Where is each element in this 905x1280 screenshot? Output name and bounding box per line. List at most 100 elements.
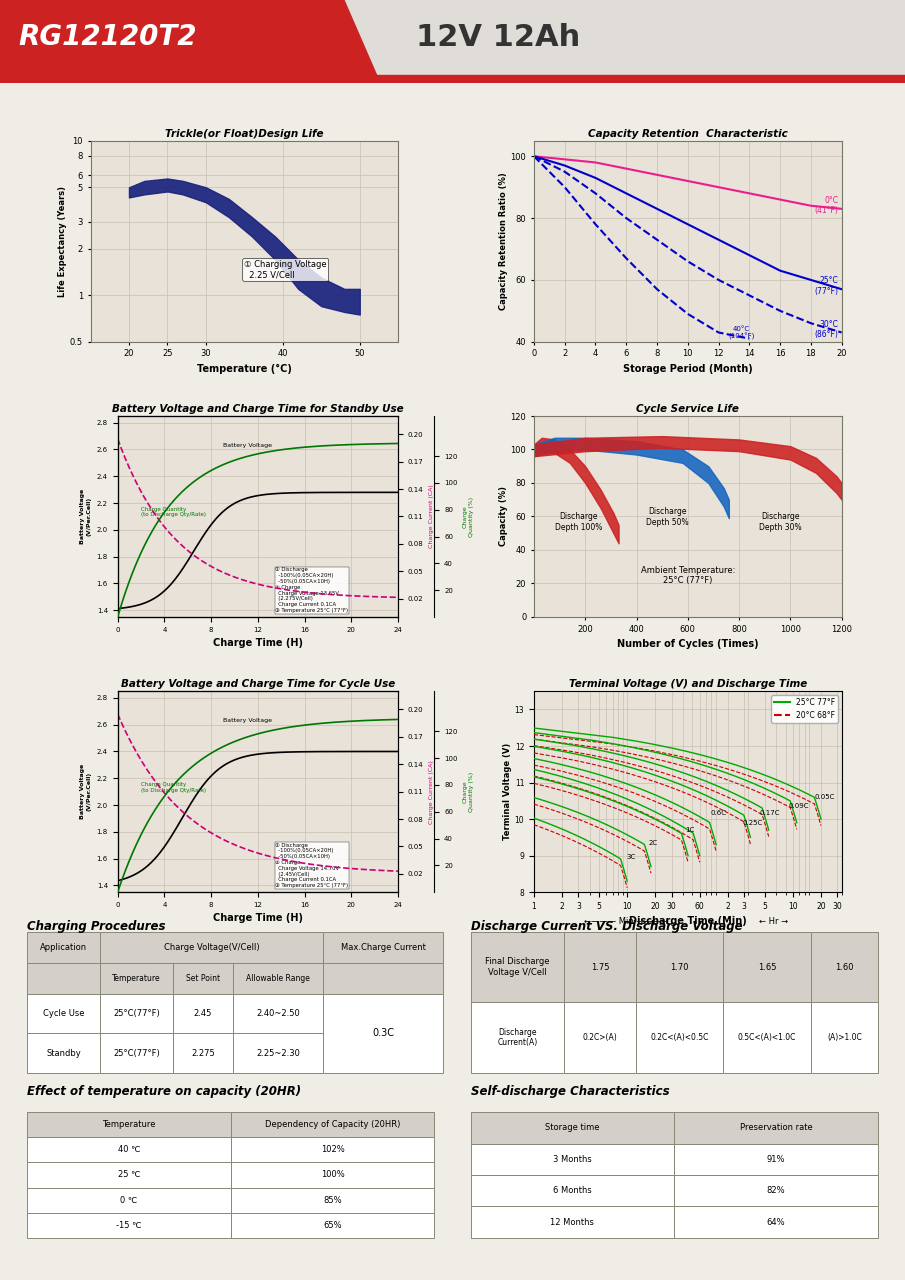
- X-axis label: Number of Cycles (Times): Number of Cycles (Times): [617, 639, 758, 649]
- Bar: [471, 1206, 674, 1238]
- Text: 1.65: 1.65: [757, 963, 776, 972]
- Bar: [100, 963, 173, 993]
- Bar: [565, 1002, 635, 1073]
- Text: Final Discharge
Voltage V/Cell: Final Discharge Voltage V/Cell: [485, 957, 549, 977]
- Text: Preservation rate: Preservation rate: [739, 1124, 813, 1133]
- Bar: [233, 1033, 323, 1073]
- Title: Battery Voltage and Charge Time for Standby Use: Battery Voltage and Charge Time for Stan…: [112, 403, 404, 413]
- Text: 6 Months: 6 Months: [553, 1187, 592, 1196]
- Text: 0.17C: 0.17C: [759, 810, 780, 817]
- Text: Temperature: Temperature: [112, 974, 161, 983]
- Bar: [674, 1206, 878, 1238]
- Text: RG12120T2: RG12120T2: [18, 23, 196, 51]
- Y-axis label: Terminal Voltage (V): Terminal Voltage (V): [503, 744, 512, 840]
- Bar: [674, 1112, 878, 1143]
- Text: Charging Procedures: Charging Procedures: [27, 920, 166, 933]
- Text: 0.6C: 0.6C: [710, 810, 727, 817]
- Text: 0.25C: 0.25C: [742, 819, 762, 826]
- Text: Standby: Standby: [46, 1048, 81, 1057]
- Bar: [233, 963, 323, 993]
- Y-axis label: Battery Voltage
(V/Per.Cell): Battery Voltage (V/Per.Cell): [81, 489, 91, 544]
- Text: 2.40~2.50: 2.40~2.50: [256, 1009, 300, 1018]
- Text: Dependency of Capacity (20HR): Dependency of Capacity (20HR): [265, 1120, 400, 1129]
- Title: Capacity Retention  Characteristic: Capacity Retention Characteristic: [588, 128, 787, 138]
- Bar: [565, 932, 635, 1002]
- Bar: [471, 1002, 565, 1073]
- Text: 2.25~2.30: 2.25~2.30: [256, 1048, 300, 1057]
- Text: Charge Quantity
(to Discharge Qty/Rate): Charge Quantity (to Discharge Qty/Rate): [141, 782, 206, 792]
- Bar: [811, 1002, 878, 1073]
- Text: ① Charging Voltage
  2.25 V/Cell: ① Charging Voltage 2.25 V/Cell: [244, 260, 327, 279]
- Text: Application: Application: [40, 942, 87, 952]
- Text: ① Discharge
  -100%(0.05CA×20H)
  -50%(0.05CA×10H)
② Charge
  Charge Voltage 13.: ① Discharge -100%(0.05CA×20H) -50%(0.05C…: [275, 567, 348, 613]
- Text: 2C: 2C: [649, 840, 658, 846]
- Text: 1.70: 1.70: [670, 963, 689, 972]
- Text: (A)>1.0C: (A)>1.0C: [827, 1033, 862, 1042]
- X-axis label: Temperature (°C): Temperature (°C): [197, 364, 291, 374]
- Text: Set Point: Set Point: [186, 974, 220, 983]
- Text: 40 ℃: 40 ℃: [118, 1146, 140, 1155]
- Text: 82%: 82%: [767, 1187, 786, 1196]
- Bar: [27, 1138, 231, 1162]
- Bar: [173, 963, 233, 993]
- Bar: [323, 932, 443, 963]
- Y-axis label: Charge Current (CA): Charge Current (CA): [429, 485, 434, 548]
- Text: ① Discharge
  -100%(0.05CA×20H)
  -50%(0.05CA×10H)
② Charge
  Charge Voltage 14.: ① Discharge -100%(0.05CA×20H) -50%(0.05C…: [275, 842, 348, 888]
- Y-axis label: Charge
Quantity (%): Charge Quantity (%): [463, 772, 474, 812]
- Bar: [471, 932, 565, 1002]
- Text: 0 ℃: 0 ℃: [120, 1196, 138, 1204]
- Bar: [27, 932, 100, 963]
- Text: Discharge
Depth 30%: Discharge Depth 30%: [758, 512, 802, 532]
- Text: Battery Voltage: Battery Voltage: [223, 443, 272, 448]
- Y-axis label: Charge
Quantity (%): Charge Quantity (%): [463, 497, 474, 536]
- Title: Cycle Service Life: Cycle Service Life: [636, 403, 739, 413]
- Text: 1C: 1C: [685, 827, 694, 833]
- Y-axis label: Capacity Retention Ratio (%): Capacity Retention Ratio (%): [499, 173, 508, 310]
- Text: 3 Months: 3 Months: [553, 1155, 592, 1164]
- Text: 1.60: 1.60: [835, 963, 853, 972]
- Text: 0.2C>(A): 0.2C>(A): [583, 1033, 617, 1042]
- Bar: [231, 1112, 434, 1138]
- Text: 12 Months: 12 Months: [550, 1217, 595, 1226]
- Bar: [323, 963, 443, 993]
- X-axis label: Charge Time (H): Charge Time (H): [213, 639, 303, 648]
- Y-axis label: Charge Current (CA): Charge Current (CA): [429, 760, 434, 823]
- Text: Effect of temperature on capacity (20HR): Effect of temperature on capacity (20HR): [27, 1085, 301, 1098]
- X-axis label: Storage Period (Month): Storage Period (Month): [623, 364, 753, 374]
- Bar: [27, 1112, 231, 1138]
- Text: 25°C(77°F): 25°C(77°F): [113, 1048, 160, 1057]
- Text: 25 ℃: 25 ℃: [118, 1170, 140, 1179]
- Text: Discharge
Depth 50%: Discharge Depth 50%: [646, 507, 689, 527]
- Title: Battery Voltage and Charge Time for Cycle Use: Battery Voltage and Charge Time for Cycl…: [120, 678, 395, 689]
- Text: Allowable Range: Allowable Range: [246, 974, 310, 983]
- Text: Discharge Current VS. Discharge Voltage: Discharge Current VS. Discharge Voltage: [471, 920, 742, 933]
- Y-axis label: Battery Voltage
(V/Per.Cell): Battery Voltage (V/Per.Cell): [81, 764, 91, 819]
- Bar: [100, 1033, 173, 1073]
- Text: 2.45: 2.45: [194, 1009, 213, 1018]
- Text: 0°C
(41°F): 0°C (41°F): [814, 196, 839, 215]
- Legend: 25°C 77°F, 20°C 68°F: 25°C 77°F, 20°C 68°F: [771, 695, 838, 723]
- Text: Discharge
Current(A): Discharge Current(A): [498, 1028, 538, 1047]
- Text: -15 ℃: -15 ℃: [116, 1221, 142, 1230]
- X-axis label: Charge Time (H): Charge Time (H): [213, 914, 303, 923]
- Text: 25°C
(77°F): 25°C (77°F): [814, 276, 839, 296]
- Text: Cycle Use: Cycle Use: [43, 1009, 84, 1018]
- Text: Self-discharge Characteristics: Self-discharge Characteristics: [471, 1085, 669, 1098]
- Text: 91%: 91%: [767, 1155, 786, 1164]
- Text: 0.2C<(A)<0.5C: 0.2C<(A)<0.5C: [650, 1033, 709, 1042]
- Text: Discharge
Depth 100%: Discharge Depth 100%: [555, 512, 603, 532]
- Bar: [635, 1002, 723, 1073]
- Bar: [27, 1162, 231, 1188]
- Text: 0.05C: 0.05C: [814, 794, 834, 800]
- Bar: [471, 1175, 674, 1206]
- Bar: [674, 1143, 878, 1175]
- Title: Trickle(or Float)Design Life: Trickle(or Float)Design Life: [165, 128, 324, 138]
- Text: Max.Charge Current: Max.Charge Current: [340, 942, 425, 952]
- Bar: [231, 1162, 434, 1188]
- Text: 85%: 85%: [323, 1196, 342, 1204]
- Text: 0.5C<(A)<1.0C: 0.5C<(A)<1.0C: [738, 1033, 796, 1042]
- Text: Ambient Temperature:
25°C (77°F): Ambient Temperature: 25°C (77°F): [641, 566, 735, 585]
- Bar: [231, 1212, 434, 1238]
- Bar: [674, 1175, 878, 1206]
- Bar: [27, 963, 100, 993]
